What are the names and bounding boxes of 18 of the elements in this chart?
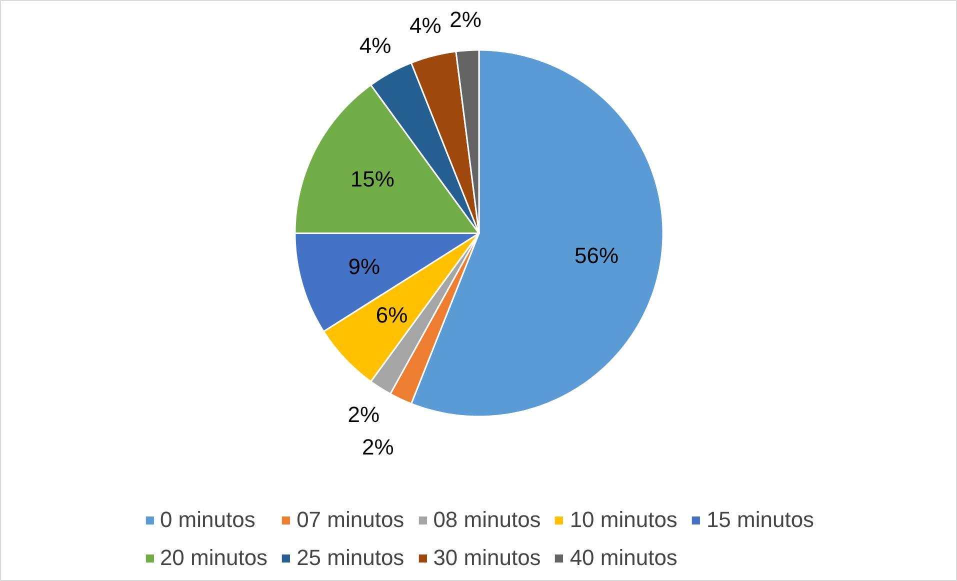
data-label: 6% [376,302,408,328]
legend-label: 30 minutos [433,545,541,571]
data-label: 9% [348,254,380,280]
data-label: 2% [450,6,482,32]
legend-label: 10 minutos [570,507,678,533]
data-label: 2% [348,402,380,427]
data-label: 4% [410,13,442,38]
legend-label: 15 minutos [706,507,814,533]
data-label: 15% [350,166,394,192]
data-label: 2% [362,434,394,460]
legend-label: 0 minutos [160,507,256,533]
legend-label: 20 minutos [160,545,268,571]
legend-label: 40 minutos [570,545,678,571]
legend-label: 07 minutos [296,507,404,533]
data-label: 4% [359,32,392,58]
data-label: 56% [574,243,619,268]
legend-label: 08 minutos [433,507,541,533]
legend-label: 25 minutos [296,545,404,571]
